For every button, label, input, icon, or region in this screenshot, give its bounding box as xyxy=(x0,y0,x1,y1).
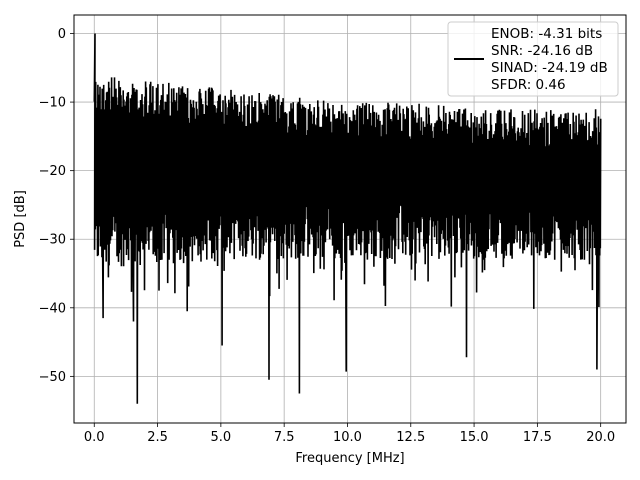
psd-series-line xyxy=(93,33,602,404)
x-axis-label: Frequency [MHz] xyxy=(295,451,404,466)
legend-line-snr: SNR: -24.16 dB xyxy=(491,43,593,59)
x-tick-label: 15.0 xyxy=(460,430,489,445)
x-tick-label: 5.0 xyxy=(211,430,232,445)
x-tick-label: 10.0 xyxy=(333,430,362,445)
plot-frame xyxy=(73,14,627,424)
x-tick-label: 0.0 xyxy=(84,430,105,445)
y-tick-label: −10 xyxy=(39,96,66,111)
y-tick-label: −30 xyxy=(39,233,66,248)
y-axis-label: PSD [dB] xyxy=(13,190,28,248)
x-tick-label: 17.5 xyxy=(523,430,552,445)
x-tick-label: 2.5 xyxy=(147,430,168,445)
x-tick-label: 20.0 xyxy=(586,430,615,445)
y-tick-label: −20 xyxy=(39,164,66,179)
legend-line-sinad: SINAD: -24.19 dB xyxy=(491,60,608,76)
legend-line-sfdr: SFDR: 0.46 xyxy=(491,77,566,93)
x-axis-ticks: 0.0 2.5 5.0 7.5 10.0 12.5 15.0 17.5 20.0 xyxy=(84,423,615,445)
y-axis-ticks: 0 −10 −20 −30 −40 −50 xyxy=(39,27,74,385)
y-tick-label: −40 xyxy=(39,301,66,316)
x-tick-label: 12.5 xyxy=(396,430,425,445)
y-tick-label: −50 xyxy=(39,370,66,385)
legend: ENOB: -4.31 bits SNR: -24.16 dB SINAD: -… xyxy=(447,21,619,97)
y-tick-label: 0 xyxy=(58,27,66,42)
legend-line-enob: ENOB: -4.31 bits xyxy=(491,26,602,42)
x-tick-label: 7.5 xyxy=(274,430,295,445)
legend-box xyxy=(447,21,619,97)
